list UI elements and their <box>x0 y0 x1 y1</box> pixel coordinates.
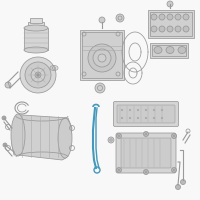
Circle shape <box>183 26 189 32</box>
Bar <box>148 10 194 38</box>
Circle shape <box>129 109 131 111</box>
Circle shape <box>183 14 189 20</box>
Bar <box>30 18 42 23</box>
Circle shape <box>88 44 116 72</box>
Circle shape <box>20 57 56 93</box>
Circle shape <box>35 72 41 78</box>
Circle shape <box>31 68 45 82</box>
Circle shape <box>167 1 173 7</box>
Circle shape <box>159 26 165 32</box>
Bar <box>152 45 186 56</box>
Circle shape <box>176 184 180 190</box>
Circle shape <box>137 117 139 119</box>
Circle shape <box>121 109 123 111</box>
Ellipse shape <box>24 25 48 31</box>
Ellipse shape <box>58 118 72 158</box>
Circle shape <box>37 74 39 76</box>
Circle shape <box>3 143 7 147</box>
Circle shape <box>129 117 131 119</box>
FancyBboxPatch shape <box>121 138 171 168</box>
Circle shape <box>5 82 11 88</box>
FancyBboxPatch shape <box>117 105 175 123</box>
Ellipse shape <box>154 46 162 53</box>
Circle shape <box>137 109 139 111</box>
FancyBboxPatch shape <box>114 102 179 127</box>
Circle shape <box>99 17 105 23</box>
Circle shape <box>180 180 186 184</box>
Circle shape <box>175 14 181 20</box>
Bar <box>82 32 122 78</box>
Ellipse shape <box>11 114 25 156</box>
Circle shape <box>153 109 155 111</box>
Circle shape <box>116 14 124 22</box>
Ellipse shape <box>24 47 48 53</box>
Circle shape <box>159 14 165 20</box>
Circle shape <box>161 117 163 119</box>
Circle shape <box>108 137 114 143</box>
Circle shape <box>161 109 163 111</box>
Circle shape <box>2 116 6 120</box>
Circle shape <box>25 62 51 88</box>
Ellipse shape <box>178 46 186 53</box>
Circle shape <box>151 26 157 32</box>
Circle shape <box>167 26 173 32</box>
Bar <box>150 12 192 36</box>
FancyBboxPatch shape <box>116 133 176 173</box>
Circle shape <box>145 117 147 119</box>
Circle shape <box>175 26 181 32</box>
Ellipse shape <box>166 46 174 53</box>
Circle shape <box>151 14 157 20</box>
Circle shape <box>167 14 173 20</box>
Circle shape <box>93 49 111 67</box>
Circle shape <box>172 134 177 138</box>
Polygon shape <box>12 115 72 160</box>
Bar <box>28 22 44 28</box>
Bar <box>150 43 188 58</box>
Circle shape <box>116 134 122 138</box>
Circle shape <box>116 168 122 172</box>
Circle shape <box>144 132 148 136</box>
Circle shape <box>121 117 123 119</box>
Circle shape <box>144 170 148 174</box>
Circle shape <box>95 83 105 93</box>
Circle shape <box>172 168 177 172</box>
Circle shape <box>145 109 147 111</box>
Circle shape <box>153 117 155 119</box>
Circle shape <box>98 54 106 62</box>
Bar <box>24 28 48 50</box>
Bar <box>80 30 124 80</box>
